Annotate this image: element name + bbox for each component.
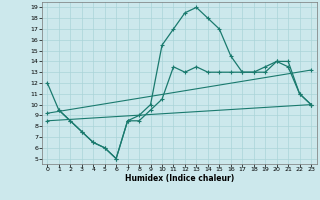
X-axis label: Humidex (Indice chaleur): Humidex (Indice chaleur)	[124, 174, 234, 183]
